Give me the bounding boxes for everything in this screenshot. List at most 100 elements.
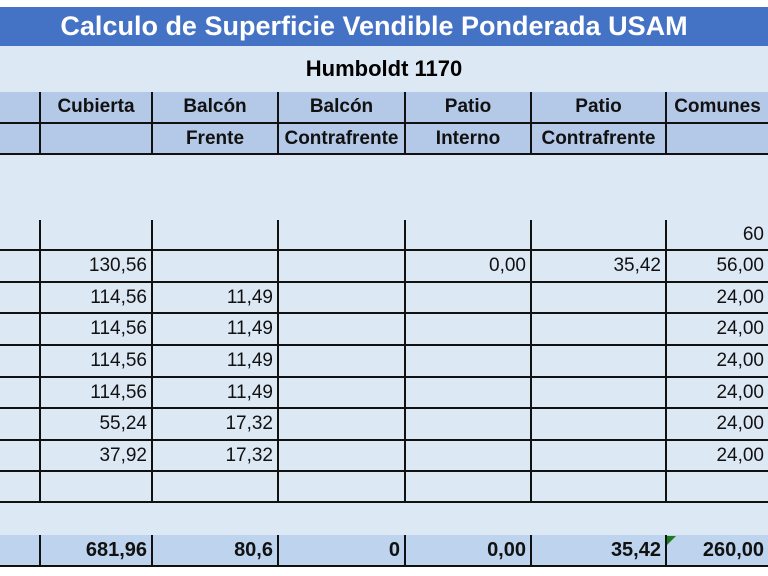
cell[interactable]: 24,00 xyxy=(667,378,768,409)
cell[interactable]: Patio xyxy=(406,92,532,124)
cell[interactable]: 24,00 xyxy=(667,441,768,472)
cell[interactable] xyxy=(532,378,667,409)
table-row: 114,56 11,49 24,00 xyxy=(0,346,768,378)
cell[interactable] xyxy=(0,409,41,441)
cell[interactable]: 130,56 xyxy=(41,251,153,283)
error-indicator-icon[interactable] xyxy=(667,536,676,545)
cell[interactable] xyxy=(279,441,406,472)
cell[interactable]: 114,56 xyxy=(41,378,153,409)
cell[interactable] xyxy=(532,441,667,472)
cell[interactable]: 260,00 xyxy=(667,535,768,567)
cell[interactable]: 17,32 xyxy=(153,441,279,472)
cell[interactable] xyxy=(153,251,279,283)
cell[interactable]: 0 xyxy=(279,535,406,567)
cell[interactable] xyxy=(406,314,532,346)
table-row: 60 xyxy=(0,220,768,251)
cell[interactable] xyxy=(41,124,153,155)
cell[interactable] xyxy=(153,220,279,251)
table-row: 114,56 11,49 24,00 xyxy=(0,378,768,409)
cell[interactable] xyxy=(0,441,41,472)
cell[interactable] xyxy=(0,283,41,314)
cell[interactable] xyxy=(532,472,667,503)
cell[interactable] xyxy=(0,92,41,124)
cell[interactable] xyxy=(406,378,532,409)
cell[interactable] xyxy=(406,409,532,441)
table-row: 55,24 17,32 24,00 xyxy=(0,409,768,441)
cell[interactable] xyxy=(667,472,768,503)
cell[interactable] xyxy=(532,314,667,346)
header-row: Cubierta Balcón Balcón Patio Patio Comunes xyxy=(0,92,768,124)
cell[interactable]: 24,00 xyxy=(667,314,768,346)
cell[interactable] xyxy=(279,409,406,441)
cell[interactable] xyxy=(0,124,41,155)
table-row: 114,56 11,49 24,00 xyxy=(0,314,768,346)
cell[interactable] xyxy=(279,378,406,409)
cell[interactable] xyxy=(406,346,532,378)
cell[interactable] xyxy=(0,251,41,283)
cell[interactable]: 17,32 xyxy=(153,409,279,441)
cell[interactable]: Patio xyxy=(532,92,667,124)
cell[interactable]: Contrafrente xyxy=(279,124,406,155)
cell[interactable] xyxy=(532,409,667,441)
cell[interactable]: 114,56 xyxy=(41,346,153,378)
sheet-title[interactable]: Calculo de Superficie Vendible Ponderada… xyxy=(0,7,768,46)
cell[interactable]: Cubierta xyxy=(41,92,153,124)
cell[interactable] xyxy=(406,220,532,251)
cell[interactable]: 0,00 xyxy=(406,535,532,567)
cell[interactable] xyxy=(406,441,532,472)
cell[interactable] xyxy=(406,472,532,503)
cell[interactable] xyxy=(532,220,667,251)
cell[interactable]: 60 xyxy=(667,220,768,251)
cell[interactable]: 11,49 xyxy=(153,314,279,346)
cell[interactable] xyxy=(0,346,41,378)
cell[interactable]: 24,00 xyxy=(667,409,768,441)
cell[interactable]: 11,49 xyxy=(153,346,279,378)
cell[interactable]: 11,49 xyxy=(153,283,279,314)
cell[interactable]: 24,00 xyxy=(667,346,768,378)
totals-row: 681,96 80,6 0 0,00 35,42 260,00 xyxy=(0,535,768,567)
cell[interactable] xyxy=(667,124,768,155)
cell[interactable] xyxy=(0,535,41,567)
cell[interactable]: Frente xyxy=(153,124,279,155)
cell[interactable] xyxy=(153,472,279,503)
cell[interactable]: 114,56 xyxy=(41,314,153,346)
table-row xyxy=(0,472,768,503)
table-row: 37,92 17,32 24,00 xyxy=(0,441,768,472)
cell[interactable] xyxy=(532,346,667,378)
cell[interactable]: 56,00 xyxy=(667,251,768,283)
cell[interactable]: 35,42 xyxy=(532,251,667,283)
cell[interactable] xyxy=(0,220,41,251)
cell[interactable] xyxy=(279,283,406,314)
cell[interactable]: Comunes xyxy=(667,92,768,124)
cell[interactable] xyxy=(0,472,41,503)
table-row: 130,56 0,00 35,42 56,00 xyxy=(0,251,768,283)
title-text: Calculo de Superficie Vendible Ponderada… xyxy=(60,11,688,41)
header-row: Frente Contrafrente Interno Contrafrente xyxy=(0,124,768,155)
cell[interactable]: 35,42 xyxy=(532,535,667,567)
cell[interactable]: 55,24 xyxy=(41,409,153,441)
cell[interactable] xyxy=(279,220,406,251)
cell[interactable]: 24,00 xyxy=(667,283,768,314)
sheet-subtitle[interactable]: Humboldt 1170 xyxy=(0,46,768,94)
cell[interactable] xyxy=(279,251,406,283)
cell[interactable] xyxy=(532,283,667,314)
cell[interactable] xyxy=(41,472,153,503)
cell[interactable]: Balcón xyxy=(279,92,406,124)
cell[interactable] xyxy=(0,378,41,409)
table-row: 114,56 11,49 24,00 xyxy=(0,283,768,314)
cell[interactable]: Contrafrente xyxy=(532,124,667,155)
cell[interactable]: 37,92 xyxy=(41,441,153,472)
cell[interactable]: Balcón xyxy=(153,92,279,124)
cell[interactable]: Interno xyxy=(406,124,532,155)
cell[interactable] xyxy=(279,314,406,346)
cell[interactable] xyxy=(41,220,153,251)
cell[interactable]: 0,00 xyxy=(406,251,532,283)
cell[interactable] xyxy=(0,314,41,346)
cell[interactable]: 681,96 xyxy=(41,535,153,567)
cell[interactable] xyxy=(279,346,406,378)
cell[interactable] xyxy=(279,472,406,503)
cell[interactable]: 11,49 xyxy=(153,378,279,409)
cell[interactable]: 114,56 xyxy=(41,283,153,314)
cell[interactable]: 80,6 xyxy=(153,535,279,567)
cell[interactable] xyxy=(406,283,532,314)
